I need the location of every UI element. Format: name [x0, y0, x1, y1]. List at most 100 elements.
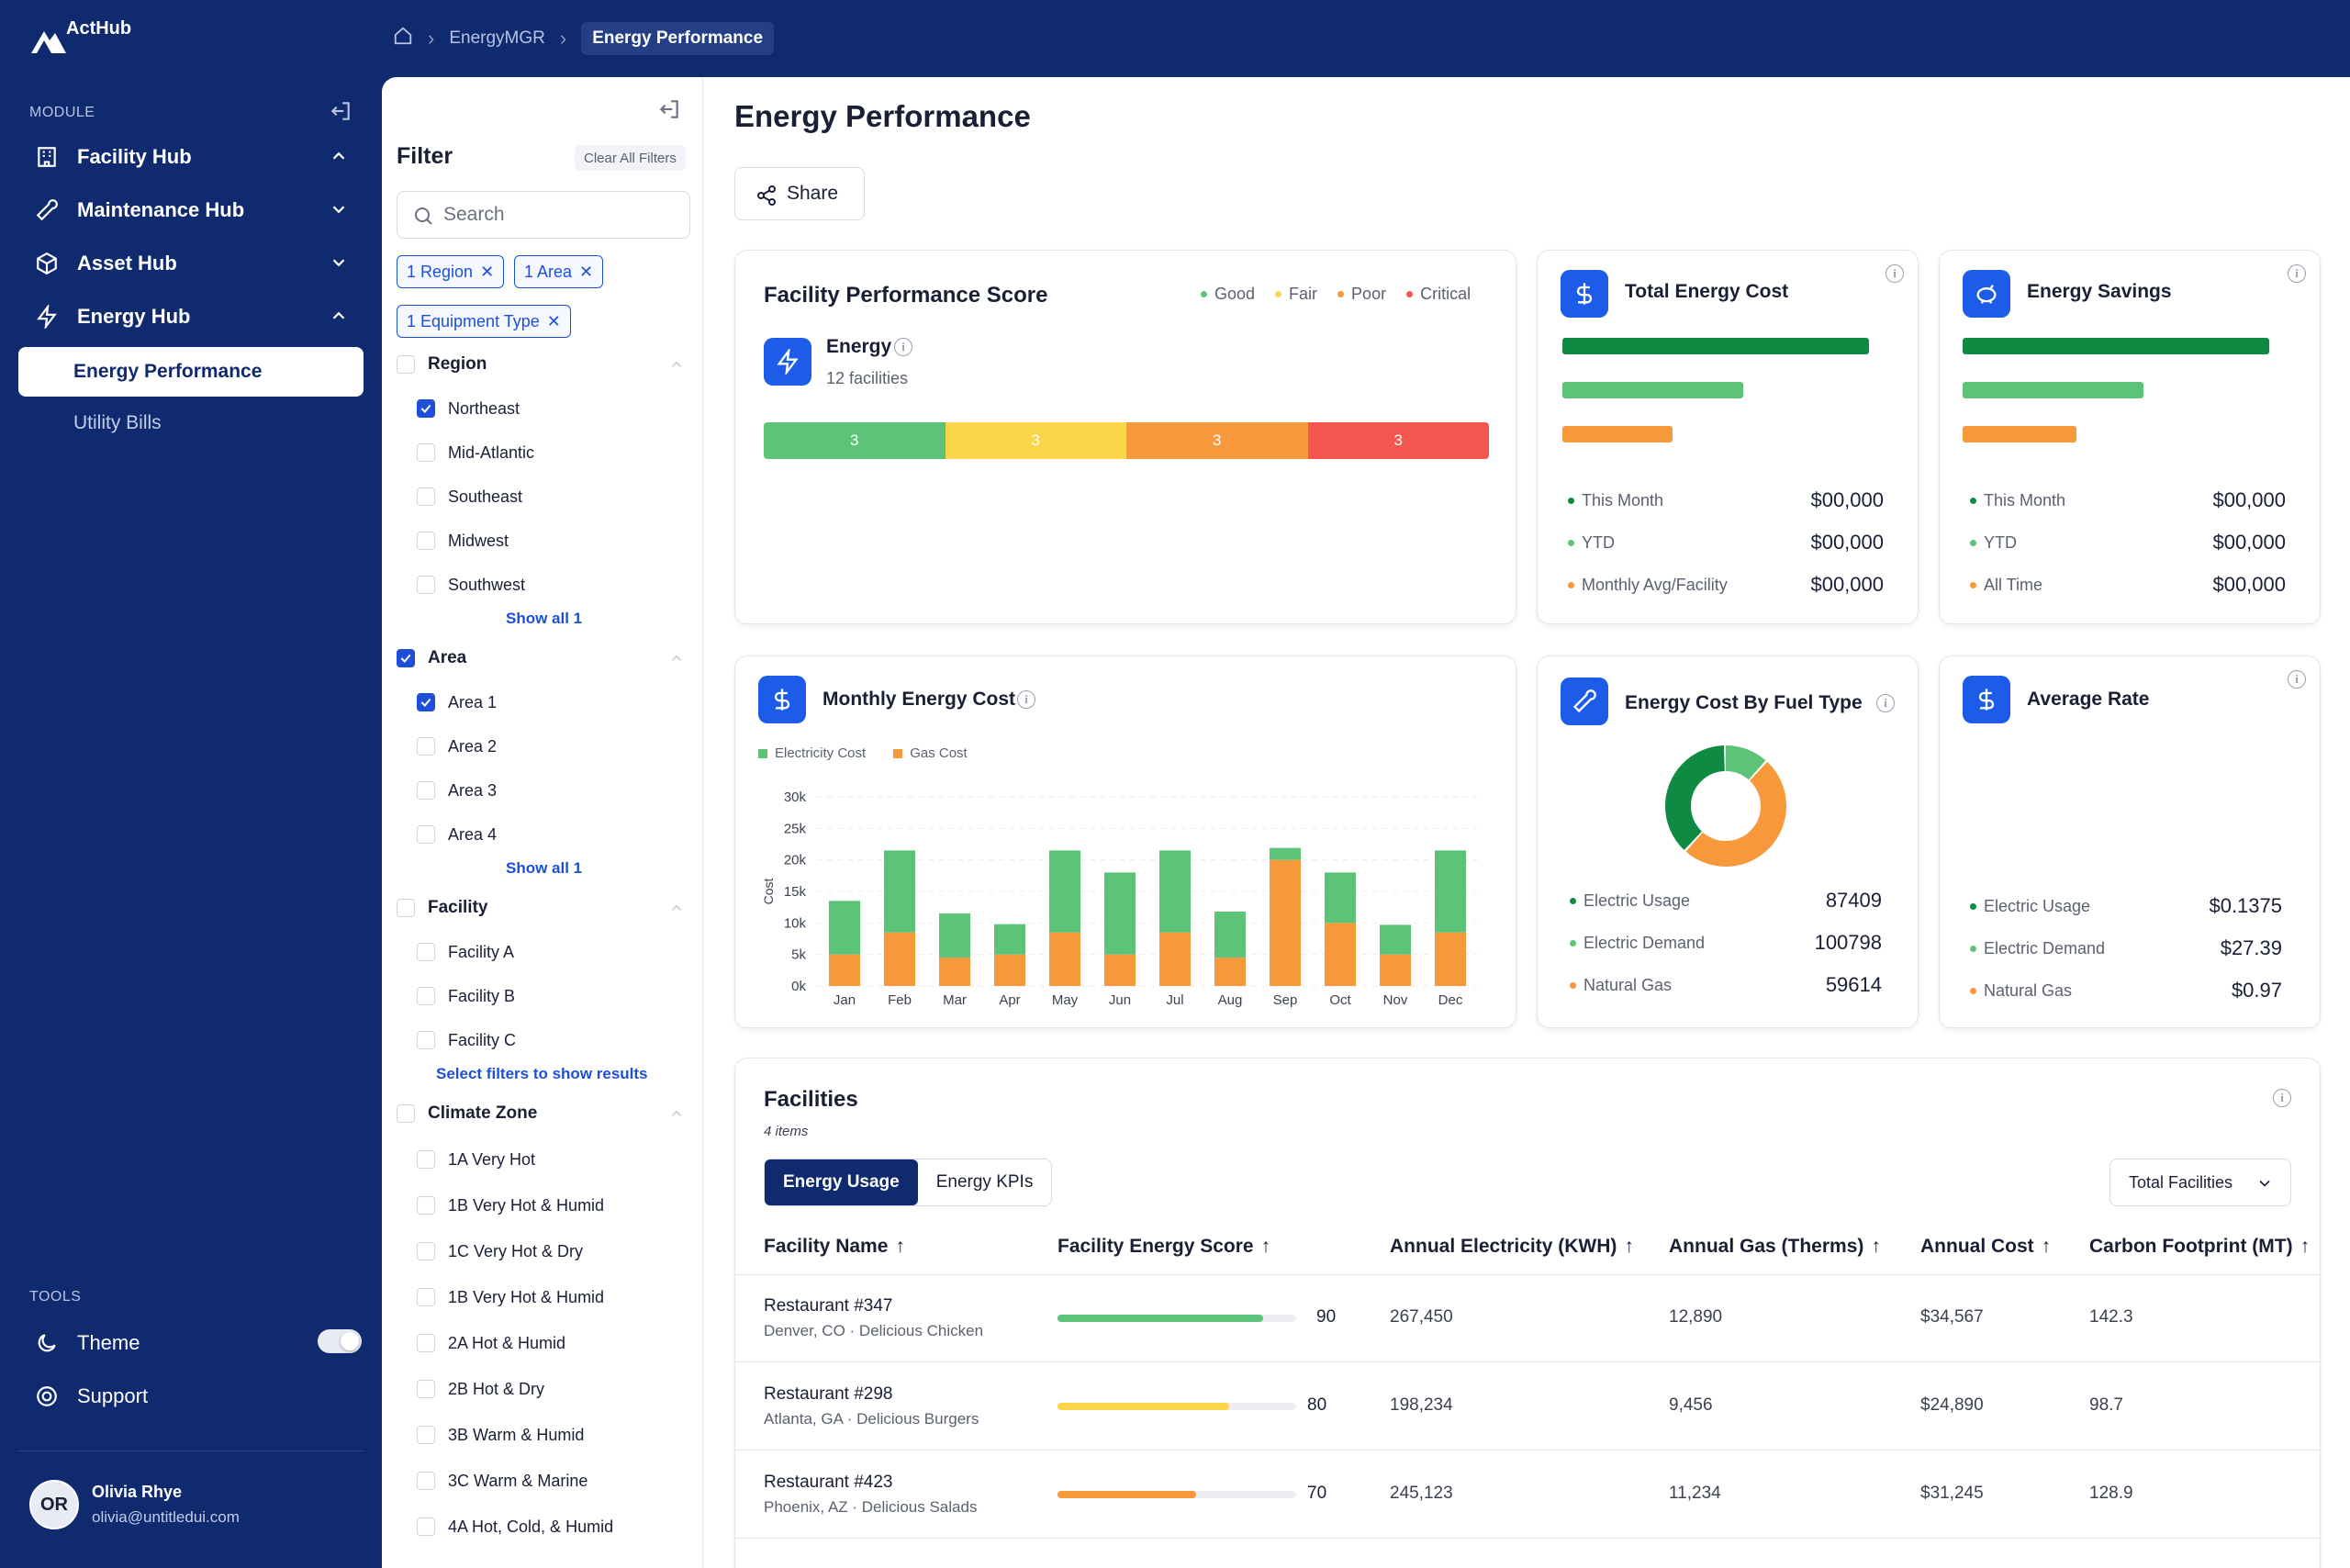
checkbox[interactable] — [417, 1196, 435, 1215]
filter-option[interactable]: Midwest — [417, 527, 509, 554]
facility-name[interactable]: Restaurant #298 — [764, 1384, 893, 1404]
bar-electricity-cost[interactable] — [939, 913, 970, 958]
segment-good[interactable]: 3 — [764, 422, 946, 459]
checkbox[interactable] — [417, 825, 435, 844]
checkbox[interactable] — [417, 943, 435, 961]
bar-gas-cost[interactable] — [1104, 954, 1136, 986]
close-icon[interactable]: ✕ — [579, 262, 594, 281]
bar-gas-cost[interactable] — [1049, 932, 1080, 986]
collapse-sidebar-icon[interactable] — [329, 99, 352, 128]
filter-option[interactable]: 3B Warm & Humid — [417, 1421, 584, 1449]
checkbox[interactable] — [397, 1104, 415, 1123]
column-header-annual-electricity[interactable]: Annual Electricity (KWH) ↑ — [1390, 1236, 1634, 1257]
segment-fair[interactable]: 3 — [945, 422, 1126, 459]
checkbox[interactable] — [417, 576, 435, 594]
segment-poor[interactable]: 3 — [1126, 422, 1308, 459]
filter-option[interactable]: Area 2 — [417, 733, 497, 760]
theme-row[interactable]: Theme — [18, 1318, 364, 1368]
chevron-up-icon[interactable] — [668, 1105, 685, 1122]
filter-option[interactable]: 1B Very Hot & Humid — [417, 1283, 604, 1311]
filter-option[interactable]: 2B Hot & Dry — [417, 1375, 544, 1403]
info-icon[interactable]: i — [2288, 670, 2306, 689]
theme-toggle[interactable] — [318, 1329, 362, 1353]
filter-search-input[interactable]: Search — [397, 191, 690, 239]
column-header-energy-score[interactable]: Facility Energy Score ↑ — [1058, 1236, 1271, 1257]
support-row[interactable]: Support — [18, 1372, 364, 1421]
tab-energy-usage[interactable]: Energy Usage — [765, 1159, 918, 1205]
chevron-up-icon[interactable] — [668, 650, 685, 666]
clear-all-filters-button[interactable]: Clear All Filters — [575, 145, 686, 171]
facility-name[interactable]: Restaurant #423 — [764, 1473, 893, 1492]
chevron-up-icon[interactable] — [668, 900, 685, 916]
segment-critical[interactable]: 3 — [1307, 422, 1489, 459]
nav-energy-hub[interactable]: Energy Hub — [18, 292, 364, 342]
info-icon[interactable]: i — [2273, 1089, 2291, 1107]
bar-electricity-cost[interactable] — [1159, 850, 1191, 933]
checkbox[interactable] — [417, 1288, 435, 1306]
checkbox[interactable] — [417, 1150, 435, 1169]
column-header-annual-gas[interactable]: Annual Gas (Therms) ↑ — [1669, 1236, 1881, 1257]
checkbox[interactable] — [417, 1472, 435, 1490]
filter-option[interactable]: 2A Hot & Humid — [417, 1329, 565, 1357]
chevron-up-icon[interactable] — [668, 356, 685, 373]
column-header-carbon[interactable]: Carbon Footprint (MT) ↑ — [2089, 1236, 2311, 1257]
filter-group-area[interactable]: Area — [397, 644, 466, 672]
bar-gas-cost[interactable] — [1214, 958, 1246, 986]
filter-option[interactable]: 1B Very Hot & Humid — [417, 1192, 604, 1219]
nav-facility-hub[interactable]: Facility Hub — [18, 132, 364, 182]
bar-electricity-cost[interactable] — [829, 901, 860, 955]
bar-electricity-cost[interactable] — [1380, 924, 1411, 955]
breadcrumb-parent[interactable]: EnergyMGR — [449, 28, 545, 48]
checkbox[interactable] — [417, 987, 435, 1005]
checkbox-checked[interactable] — [417, 693, 435, 711]
bar-electricity-cost[interactable] — [884, 850, 915, 933]
donut-slice[interactable] — [1665, 745, 1786, 867]
nav-utility-bills[interactable]: Utility Bills — [73, 412, 162, 433]
checkbox[interactable] — [417, 737, 435, 756]
chip-area[interactable]: 1 Area ✕ — [514, 255, 604, 288]
filter-group-climate-zone[interactable]: Climate Zone — [397, 1100, 537, 1127]
bar-electricity-cost[interactable] — [1214, 911, 1246, 958]
checkbox[interactable] — [397, 899, 415, 917]
checkbox[interactable] — [417, 781, 435, 800]
bar-gas-cost[interactable] — [1380, 954, 1411, 986]
home-icon[interactable] — [393, 26, 413, 51]
bar-gas-cost[interactable] — [939, 958, 970, 986]
info-icon[interactable]: i — [1876, 694, 1895, 712]
bar-gas-cost[interactable] — [1270, 859, 1301, 986]
donut-slice[interactable] — [1665, 745, 1786, 867]
nav-energy-performance[interactable]: Energy Performance — [18, 347, 364, 397]
bar-gas-cost[interactable] — [884, 932, 915, 986]
info-icon[interactable]: i — [2288, 264, 2306, 283]
table-row[interactable]: Restaurant #298 Atlanta, GA · Delicious B… — [735, 1362, 2320, 1450]
checkbox-checked[interactable] — [397, 649, 415, 667]
chip-region[interactable]: 1 Region ✕ — [397, 255, 505, 288]
filter-option[interactable]: Area 3 — [417, 777, 497, 804]
collapse-filter-icon[interactable] — [657, 97, 681, 126]
filter-option[interactable]: Northeast — [417, 395, 520, 422]
avatar[interactable]: OR — [29, 1480, 79, 1529]
bar-gas-cost[interactable] — [1435, 932, 1466, 986]
checkbox-checked[interactable] — [417, 399, 435, 418]
filter-option[interactable]: Facility A — [417, 938, 514, 966]
bar-gas-cost[interactable] — [1325, 923, 1356, 986]
checkbox[interactable] — [417, 1518, 435, 1536]
checkbox[interactable] — [417, 1334, 435, 1352]
share-button[interactable]: Share — [734, 167, 865, 220]
bar-gas-cost[interactable] — [1159, 932, 1191, 986]
column-header-facility-name[interactable]: Facility Name ↑ — [764, 1236, 905, 1257]
checkbox[interactable] — [417, 1242, 435, 1260]
bar-electricity-cost[interactable] — [1270, 847, 1301, 860]
nav-asset-hub[interactable]: Asset Hub — [18, 239, 364, 288]
info-icon[interactable]: i — [1886, 264, 1904, 283]
facility-name[interactable]: Restaurant #347 — [764, 1296, 893, 1316]
show-all-areas-link[interactable]: Show all 1 — [506, 859, 583, 877]
bar-electricity-cost[interactable] — [1325, 872, 1356, 924]
chip-equipment-type[interactable]: 1 Equipment Type ✕ — [397, 305, 571, 338]
filter-group-facility[interactable]: Facility — [397, 894, 487, 922]
filter-option[interactable]: Facility B — [417, 982, 515, 1010]
total-facilities-dropdown[interactable]: Total Facilities — [2109, 1159, 2291, 1206]
close-icon[interactable]: ✕ — [546, 311, 561, 330]
bar-electricity-cost[interactable] — [1104, 872, 1136, 955]
close-icon[interactable]: ✕ — [480, 262, 495, 281]
